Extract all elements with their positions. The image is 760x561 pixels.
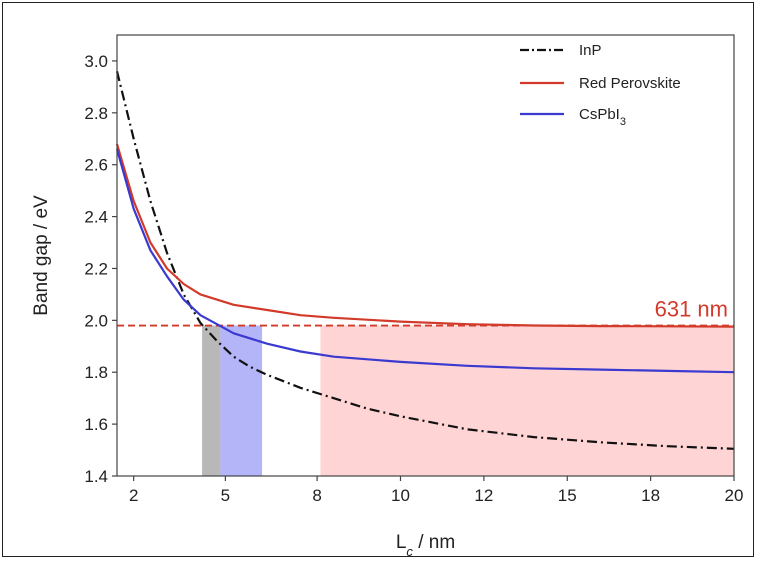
series-lines (115, 71, 735, 450)
x-tick-label-3: 10 (391, 486, 410, 505)
y-tick-label-6: 2.6 (84, 156, 108, 175)
x-tick-label-7: 20 (725, 486, 744, 505)
shaded-region-2 (320, 325, 734, 476)
figure-frame (2, 2, 754, 557)
x-tick-label-6: 18 (641, 486, 660, 505)
legend-label-inp: InP (579, 42, 602, 59)
x-tick-label-2: 8 (312, 486, 321, 505)
series-line-2 (115, 148, 735, 374)
y-tick-label-0: 1.4 (84, 467, 108, 486)
x-axis-title-subscript: c (406, 544, 413, 559)
x-axis-ticks: 2 5 8 10 12 15 18 20 (129, 476, 744, 505)
shaded-regions (202, 325, 734, 476)
plot-area-border (116, 34, 735, 477)
legend-label-cspbi3: CsPbI3 (579, 106, 626, 128)
y-tick-label-5: 2.4 (84, 208, 108, 227)
series-line-0 (115, 71, 735, 450)
legend: InP Red Perovskite CsPbI3 (520, 42, 681, 128)
x-tick-label-1: 5 (221, 486, 230, 505)
y-tick-label-3: 2.0 (84, 311, 108, 330)
legend-label-red-perovskite: Red Perovskite (579, 75, 681, 92)
x-tick-label-5: 15 (558, 486, 577, 505)
legend-label-cspbi3-subscript: 3 (620, 116, 626, 128)
y-axis-ticks: 1.4 1.6 1.8 2.0 2.2 2.4 2.6 2.8 3.0 (84, 52, 117, 486)
y-axis-title: Band gap / eV (31, 195, 52, 316)
x-axis-title-unit: / nm (413, 532, 455, 553)
y-tick-label-7: 2.8 (84, 104, 108, 123)
legend-label-cspbi3-main: CsPbI (579, 106, 620, 123)
x-tick-label-4: 12 (474, 486, 493, 505)
x-tick-label-0: 2 (129, 486, 138, 505)
y-tick-label-4: 2.2 (84, 259, 108, 278)
shaded-region-1 (220, 325, 263, 476)
shaded-region-0 (202, 325, 221, 476)
x-axis-title: Lc / nm (396, 532, 455, 559)
x-axis-title-main: L (396, 532, 407, 553)
y-tick-label-1: 1.6 (84, 415, 108, 434)
y-tick-label-2: 1.8 (84, 363, 108, 382)
y-tick-label-8: 3.0 (84, 52, 108, 71)
series-line-1 (115, 143, 735, 328)
reference-line-label: 631 nm (655, 297, 728, 322)
